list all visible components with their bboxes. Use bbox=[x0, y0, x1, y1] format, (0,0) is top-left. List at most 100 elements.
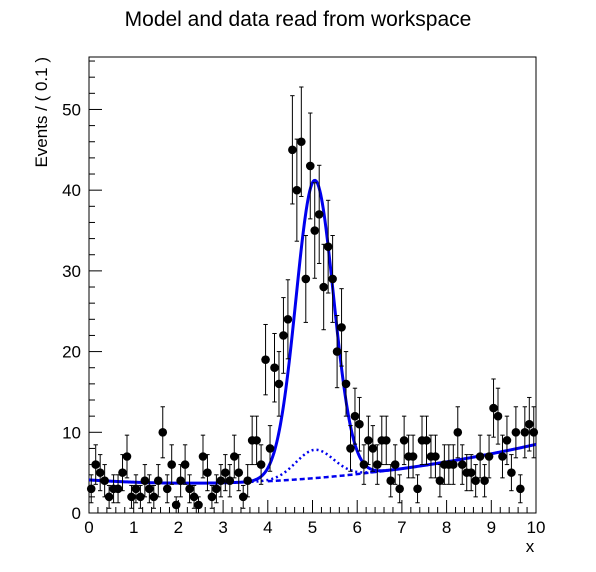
data-marker bbox=[484, 452, 494, 461]
data-marker bbox=[292, 185, 302, 195]
data-marker bbox=[471, 476, 480, 486]
data-point bbox=[484, 434, 494, 479]
x-tick-label: 0 bbox=[84, 518, 93, 537]
data-point bbox=[328, 234, 337, 323]
data-point bbox=[368, 425, 378, 472]
x-tick-label: 9 bbox=[487, 518, 496, 537]
data-point bbox=[252, 415, 261, 466]
data-point bbox=[359, 444, 369, 485]
data-marker bbox=[203, 468, 212, 477]
data-point bbox=[297, 86, 306, 197]
data-point bbox=[310, 182, 320, 279]
data-marker bbox=[399, 436, 409, 445]
y-tick-label: 20 bbox=[62, 343, 81, 362]
data-marker bbox=[511, 427, 521, 437]
data-point bbox=[511, 406, 521, 459]
data-marker bbox=[381, 436, 391, 445]
data-point bbox=[221, 454, 230, 492]
data-point bbox=[480, 464, 489, 498]
model-curves bbox=[88, 178, 537, 485]
data-marker bbox=[207, 492, 217, 502]
data-point bbox=[346, 425, 355, 472]
data-point bbox=[279, 297, 288, 374]
x-tick-label: 4 bbox=[263, 518, 272, 537]
data-point bbox=[274, 351, 284, 417]
data-marker bbox=[328, 274, 337, 284]
data-point bbox=[373, 444, 382, 485]
data-point bbox=[194, 496, 203, 514]
data-marker bbox=[176, 476, 185, 486]
data-point bbox=[283, 279, 293, 360]
data-marker bbox=[256, 460, 266, 469]
axis-ticks bbox=[88, 60, 537, 514]
data-point bbox=[381, 415, 391, 466]
data-point bbox=[386, 464, 396, 498]
data-marker bbox=[100, 476, 109, 486]
data-marker bbox=[475, 452, 485, 461]
x-tick-label: 10 bbox=[527, 518, 546, 537]
data-point bbox=[466, 454, 476, 492]
data-point bbox=[453, 406, 463, 459]
data-marker bbox=[395, 484, 404, 494]
data-marker bbox=[502, 436, 512, 445]
data-marker bbox=[153, 476, 163, 486]
data-point bbox=[212, 474, 221, 504]
data-point bbox=[162, 474, 172, 504]
data-point bbox=[332, 314, 342, 389]
data-marker bbox=[337, 323, 346, 332]
data-marker bbox=[212, 484, 221, 494]
data-point bbox=[493, 387, 503, 445]
y-axis-title: Events / ( 0.1 ) bbox=[32, 57, 51, 168]
data-marker bbox=[149, 492, 159, 502]
data-point bbox=[238, 484, 248, 509]
data-points bbox=[86, 86, 539, 514]
data-point bbox=[422, 415, 431, 466]
data-marker bbox=[359, 460, 369, 469]
data-point bbox=[288, 95, 297, 205]
data-marker bbox=[516, 484, 525, 494]
data-point bbox=[399, 415, 409, 466]
data-marker bbox=[319, 282, 328, 292]
data-marker bbox=[390, 460, 400, 469]
data-marker bbox=[332, 347, 342, 356]
data-point bbox=[355, 396, 364, 452]
data-point bbox=[301, 234, 311, 323]
data-point bbox=[475, 434, 485, 479]
data-point bbox=[507, 454, 516, 492]
data-marker bbox=[355, 419, 364, 429]
data-point bbox=[431, 434, 440, 479]
data-marker bbox=[373, 460, 382, 469]
data-marker bbox=[136, 492, 145, 502]
data-point bbox=[207, 484, 217, 509]
data-marker bbox=[189, 492, 199, 502]
data-point bbox=[529, 406, 539, 459]
y-tick-label: 10 bbox=[62, 423, 81, 442]
data-point bbox=[323, 199, 333, 294]
y-tick-label: 0 bbox=[72, 504, 81, 523]
chart-title: Model and data read from workspace bbox=[125, 8, 472, 31]
data-point bbox=[350, 387, 360, 445]
data-marker bbox=[145, 484, 154, 494]
data-marker bbox=[194, 500, 203, 510]
data-marker bbox=[198, 452, 208, 461]
x-tick-label: 6 bbox=[352, 518, 361, 537]
data-marker bbox=[305, 161, 315, 171]
data-marker bbox=[131, 484, 141, 494]
data-marker bbox=[524, 419, 534, 429]
data-marker bbox=[118, 468, 127, 477]
data-point bbox=[292, 138, 302, 242]
data-point bbox=[225, 464, 235, 498]
data-marker bbox=[167, 460, 176, 469]
data-marker bbox=[507, 468, 516, 477]
data-marker bbox=[435, 476, 445, 486]
data-marker bbox=[225, 476, 235, 486]
data-point bbox=[341, 351, 351, 417]
data-marker bbox=[493, 411, 503, 421]
data-point bbox=[435, 464, 445, 498]
data-marker bbox=[91, 460, 101, 469]
data-marker bbox=[480, 476, 489, 486]
data-marker bbox=[498, 452, 507, 461]
data-point bbox=[185, 474, 194, 504]
data-point bbox=[471, 464, 480, 498]
